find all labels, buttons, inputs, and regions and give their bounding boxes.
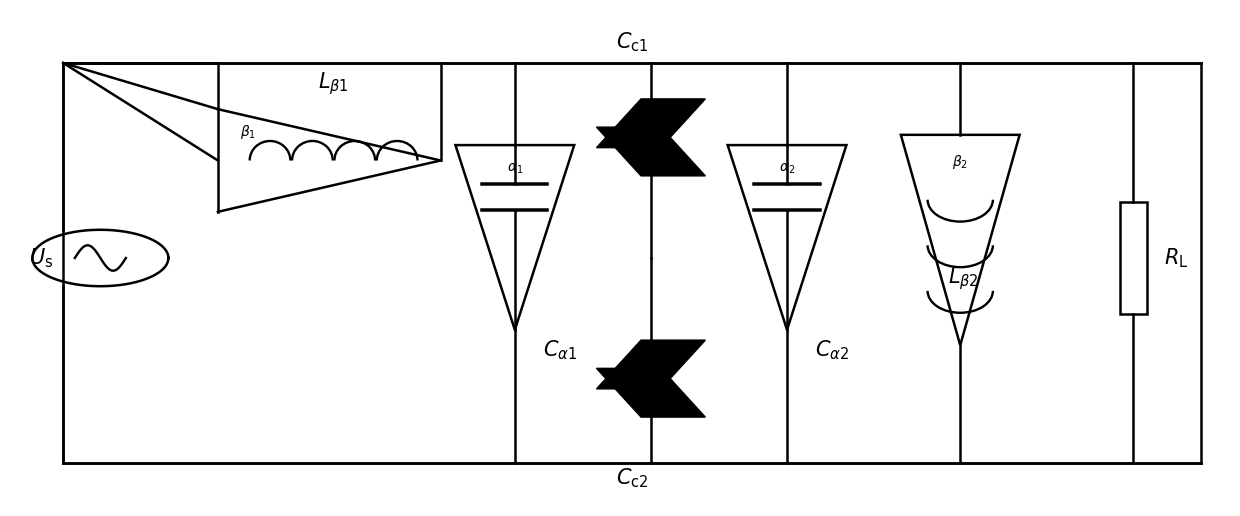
Text: $C_{\mathrm{c1}}$: $C_{\mathrm{c1}}$ <box>616 30 649 54</box>
Text: $\alpha_2$: $\alpha_2$ <box>779 162 795 176</box>
Text: $U_{\mathrm{s}}$: $U_{\mathrm{s}}$ <box>29 246 53 270</box>
Text: $C_{\alpha 2}$: $C_{\alpha 2}$ <box>816 338 849 362</box>
Bar <box>1120 202 1147 314</box>
Text: $\beta_1$: $\beta_1$ <box>241 123 257 141</box>
Polygon shape <box>596 127 706 176</box>
Text: $\beta_2$: $\beta_2$ <box>952 153 968 171</box>
Text: $L_{\beta 2}$: $L_{\beta 2}$ <box>947 265 978 292</box>
Polygon shape <box>596 368 706 417</box>
Text: $C_{\mathrm{c2}}$: $C_{\mathrm{c2}}$ <box>616 467 649 491</box>
Polygon shape <box>596 99 706 148</box>
Text: $L_{\beta 1}$: $L_{\beta 1}$ <box>317 70 348 97</box>
Text: $C_{\alpha 1}$: $C_{\alpha 1}$ <box>543 338 578 362</box>
Polygon shape <box>596 340 706 389</box>
Text: $R_{\mathrm{L}}$: $R_{\mathrm{L}}$ <box>1164 246 1189 270</box>
Text: $\alpha_1$: $\alpha_1$ <box>507 162 523 176</box>
